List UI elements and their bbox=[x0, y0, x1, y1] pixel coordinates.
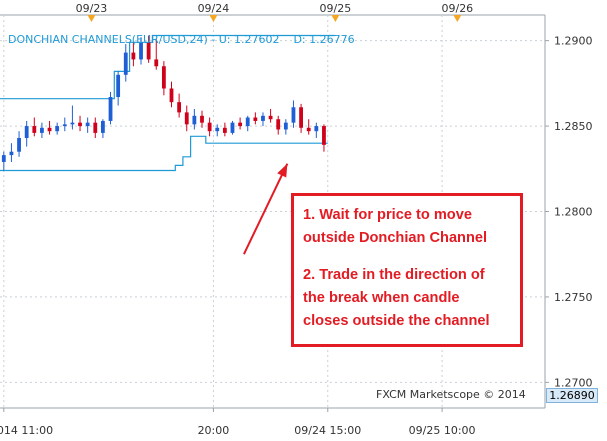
date-marker-icon bbox=[209, 15, 218, 22]
candle-body bbox=[93, 122, 98, 133]
candle-body bbox=[62, 124, 67, 127]
date-marker-icon bbox=[87, 15, 96, 22]
breakout-arrow-shaft bbox=[243, 163, 289, 255]
date-marker-icon bbox=[453, 15, 462, 22]
candle-body bbox=[40, 127, 44, 133]
candle-body bbox=[47, 127, 52, 132]
candle-body bbox=[276, 119, 281, 130]
candle-body bbox=[322, 126, 326, 145]
candle-body bbox=[253, 117, 258, 121]
candle-body bbox=[291, 107, 296, 123]
candle-body bbox=[32, 126, 37, 133]
candle-body bbox=[146, 42, 151, 60]
date-marker-icon bbox=[331, 15, 340, 22]
callout-line: the break when candle bbox=[303, 290, 460, 306]
candle-body bbox=[85, 122, 90, 127]
y-tick-label: 1.2750 bbox=[554, 291, 593, 304]
candle-body bbox=[177, 102, 182, 113]
candle-body bbox=[161, 66, 166, 89]
strategy-callout: 1. Wait for price to move outside Donchi… bbox=[291, 193, 523, 347]
upper-band-value: U: 1.27602 bbox=[218, 33, 280, 46]
candle-body bbox=[283, 122, 288, 130]
callout-line: 2. Trade in the direction of bbox=[303, 267, 485, 283]
candle-body bbox=[215, 127, 220, 132]
candle-body bbox=[116, 74, 121, 98]
top-date-label: 09/23 bbox=[76, 2, 108, 15]
candle-body bbox=[306, 127, 311, 132]
candle-body bbox=[245, 117, 250, 127]
candle-body bbox=[123, 52, 128, 75]
top-date-label: 09/25 bbox=[320, 2, 352, 15]
candle-body bbox=[238, 122, 243, 127]
y-tick-label: 1.2850 bbox=[554, 120, 593, 133]
candle-body bbox=[207, 122, 212, 132]
callout-line: closes outside the channel bbox=[303, 313, 490, 329]
candle-body bbox=[314, 126, 319, 132]
candle-body bbox=[261, 115, 265, 121]
candle-body bbox=[9, 151, 14, 156]
candle-body bbox=[154, 59, 159, 67]
candle-body bbox=[108, 97, 113, 121]
donchian-upper-band bbox=[0, 34, 336, 100]
x-tick-label: 09/24 15:00 bbox=[294, 424, 361, 437]
y-tick-label: 1.2800 bbox=[554, 206, 593, 219]
candle-body bbox=[100, 120, 105, 133]
breakout-arrow-icon bbox=[277, 163, 288, 178]
candle-body bbox=[299, 107, 303, 128]
callout-line: outside Donchian Channel bbox=[303, 230, 488, 246]
lower-band-value: D: 1.26776 bbox=[293, 33, 355, 46]
candle-body bbox=[184, 112, 189, 125]
indicator-legend: DONCHIAN CHANNELS(EUR/USD,24) - U: 1.276… bbox=[8, 33, 355, 46]
x-tick-label: 09/25 10:00 bbox=[409, 424, 476, 437]
top-date-label: 09/26 bbox=[441, 2, 473, 15]
watermark: FXCM Marketscope © 2014 bbox=[376, 388, 526, 401]
candle-body bbox=[78, 122, 82, 127]
donchian-lower-band bbox=[0, 135, 328, 172]
candle-body bbox=[222, 127, 227, 133]
candle-body bbox=[192, 115, 197, 125]
candle-body bbox=[131, 52, 136, 60]
candle-body bbox=[1, 155, 6, 162]
candle-body bbox=[24, 126, 29, 139]
candle-body bbox=[70, 122, 75, 125]
x-tick-label: 20:00 bbox=[198, 424, 230, 437]
candle-body bbox=[17, 138, 21, 152]
top-date-label: 09/24 bbox=[198, 2, 230, 15]
candle-body bbox=[139, 42, 143, 60]
y-tick-label: 1.2700 bbox=[554, 376, 593, 389]
candle-body bbox=[200, 115, 204, 123]
current-price-tag: 1.26890 bbox=[546, 388, 598, 403]
candle-body bbox=[230, 122, 235, 133]
candle-body bbox=[268, 115, 273, 120]
candle-body bbox=[169, 88, 174, 103]
y-tick-label: 1.2900 bbox=[554, 35, 593, 48]
candle-body bbox=[55, 126, 60, 132]
callout-line: 1. Wait for price to move bbox=[303, 207, 472, 223]
x-tick-label: 09/22/2014 11:00 bbox=[0, 424, 53, 437]
indicator-name: DONCHIAN CHANNELS(EUR/USD,24) bbox=[8, 33, 208, 46]
